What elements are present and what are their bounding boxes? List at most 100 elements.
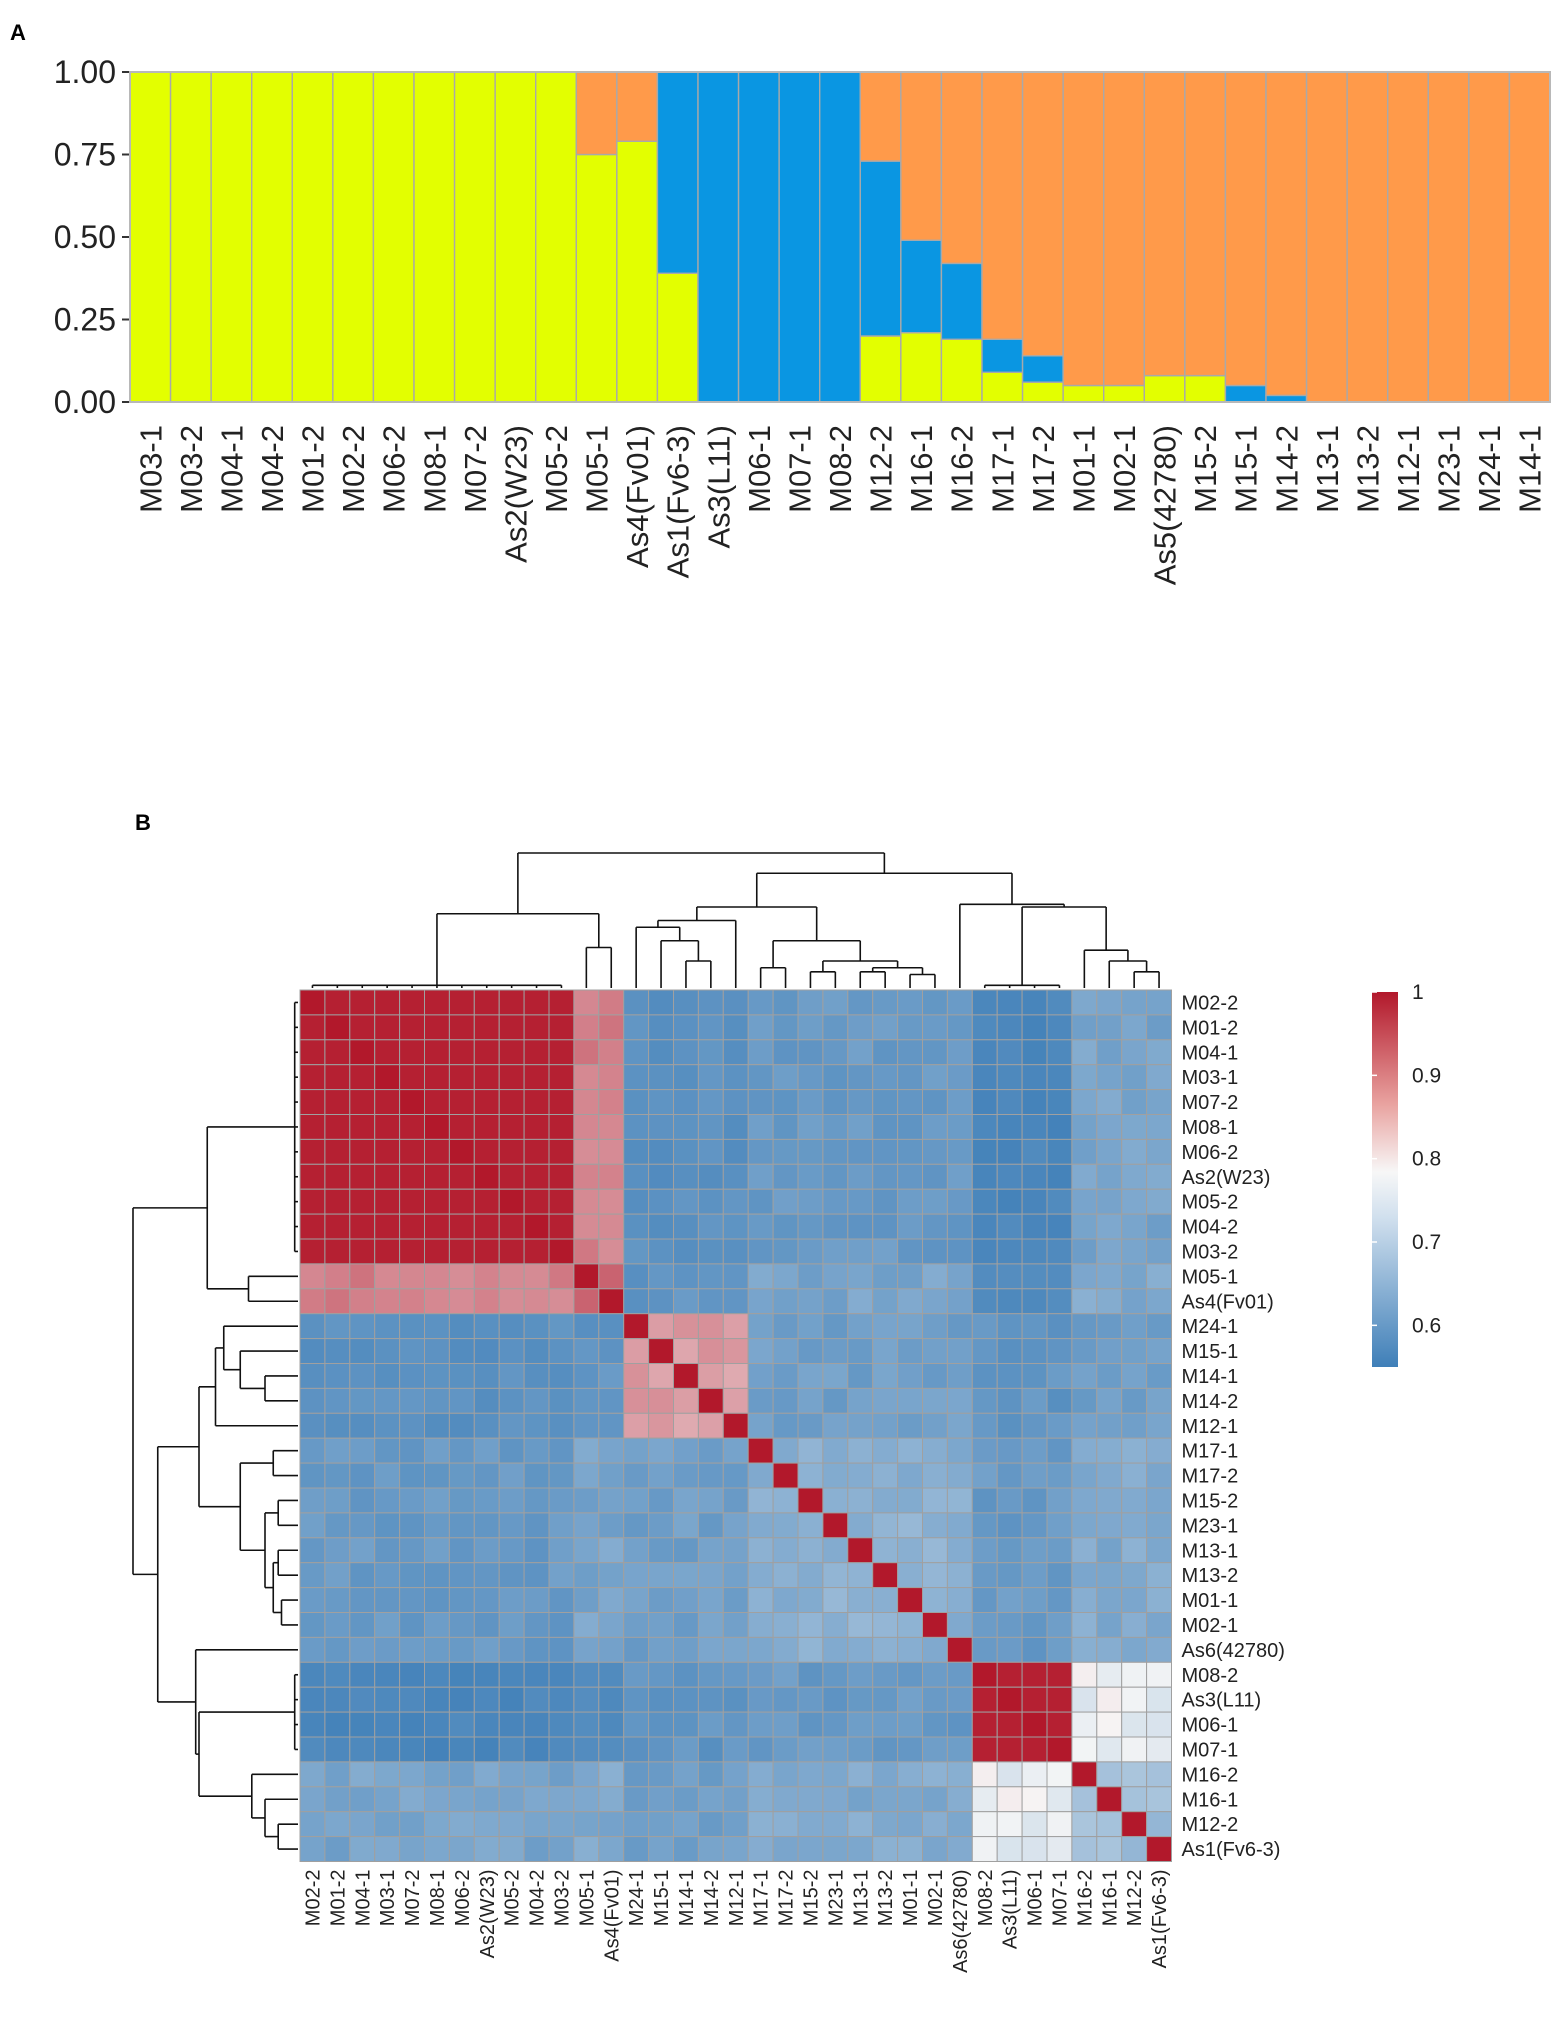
- heatmap-cell: [946, 1014, 973, 1041]
- row-label-m04-2: M04-2: [1182, 1217, 1239, 1239]
- heatmap-cell: [1071, 1636, 1098, 1663]
- heatmap-cell: [897, 1686, 923, 1713]
- heatmap-cell: [872, 1836, 899, 1862]
- heatmap-cell: [424, 1114, 450, 1140]
- heatmap-cell: [598, 1238, 625, 1265]
- heatmap-cell: [448, 1786, 475, 1813]
- heatmap-cell: [1046, 1562, 1073, 1589]
- heatmap-cell: [996, 1612, 1023, 1638]
- heatmap-cell: [1121, 989, 1148, 1016]
- row-label-m03-1: M03-1: [1182, 1067, 1239, 1089]
- heatmap-cell: [1071, 1836, 1098, 1862]
- y-tick-label: 0.50: [54, 219, 116, 255]
- heatmap-cell: [573, 1213, 600, 1240]
- heatmap-cell: [299, 1636, 326, 1663]
- heatmap-cell: [598, 1587, 625, 1613]
- col-label-m04-1: M04-1: [352, 1870, 374, 1927]
- heatmap-cell: [1146, 1014, 1172, 1041]
- heatmap-cell: [573, 1661, 600, 1688]
- heatmap-cell: [573, 1363, 600, 1389]
- bar-segment-as5-42780-cluster-yellow: [1143, 374, 1186, 403]
- x-tick-label-m05-1: M05-1: [580, 425, 615, 513]
- heatmap-cell: [847, 1163, 874, 1190]
- heatmap-cell: [648, 1836, 674, 1862]
- heatmap-cell: [598, 1811, 625, 1838]
- heatmap-cell: [897, 1188, 923, 1215]
- heatmap-cell: [648, 1064, 674, 1091]
- heatmap-cell: [946, 1039, 973, 1066]
- heatmap-cell: [1096, 1363, 1123, 1389]
- heatmap-cell: [374, 989, 401, 1016]
- heatmap-cell: [1096, 1039, 1123, 1066]
- heatmap-cell: [299, 1437, 326, 1464]
- heatmap-cell: [1021, 1163, 1048, 1190]
- heatmap-cell: [399, 1238, 426, 1265]
- heatmap-cell: [1046, 1213, 1073, 1240]
- col-label-m01-2: M01-2: [327, 1870, 349, 1927]
- heatmap-cell: [523, 1238, 550, 1265]
- heatmap-cell: [797, 1761, 824, 1788]
- heatmap-cell: [1096, 1387, 1123, 1414]
- bar-segment-m16-1-cluster-orange: [900, 71, 943, 242]
- heatmap-cell: [897, 1537, 923, 1564]
- heatmap-cell: [971, 1412, 998, 1439]
- heatmap-cell: [822, 1213, 849, 1240]
- heatmap-cell: [922, 1836, 948, 1862]
- heatmap-cell: [548, 1263, 575, 1290]
- heatmap-cell: [872, 1412, 899, 1439]
- heatmap-cell: [424, 1437, 450, 1464]
- heatmap-cell: [1121, 1313, 1148, 1340]
- heatmap-cell: [498, 1163, 525, 1190]
- heatmap-cell: [349, 1313, 376, 1340]
- heatmap-cell: [747, 1387, 774, 1414]
- heatmap-cell: [673, 1711, 699, 1738]
- heatmap-cell: [847, 1786, 874, 1813]
- heatmap-cell: [498, 1313, 525, 1340]
- heatmap-cell: [697, 1064, 724, 1091]
- heatmap-cell: [772, 1437, 799, 1464]
- heatmap-cell: [623, 1114, 650, 1140]
- heatmap-cell: [299, 1089, 326, 1115]
- heatmap-cell: [1021, 1636, 1048, 1663]
- heatmap-cell: [573, 1462, 600, 1489]
- heatmap-cell: [424, 1363, 450, 1389]
- heatmap-cell: [324, 1512, 351, 1539]
- heatmap-cell: [548, 1288, 575, 1315]
- heatmap-cell: [623, 1089, 650, 1115]
- heatmap-cell: [722, 1512, 749, 1539]
- heatmap-cell: [747, 1114, 774, 1140]
- heatmap-cell: [324, 1412, 351, 1439]
- heatmap-cell: [349, 1786, 376, 1813]
- heatmap-cell: [1146, 1612, 1172, 1638]
- heatmap-cell: [573, 1412, 600, 1439]
- heatmap-cell: [548, 1138, 575, 1165]
- heatmap-cell: [1121, 1338, 1148, 1364]
- heatmap-cell: [1121, 1437, 1148, 1464]
- heatmap-cell: [598, 1387, 625, 1414]
- heatmap-cell: [946, 1786, 973, 1813]
- row-label-m01-1: M01-1: [1182, 1590, 1239, 1612]
- heatmap-cell: [822, 1537, 849, 1564]
- heatmap-cell: [673, 1587, 699, 1613]
- heatmap-cell: [548, 1039, 575, 1066]
- heatmap-cell: [1121, 1562, 1148, 1589]
- heatmap-cell: [847, 1836, 874, 1862]
- heatmap-cell: [1021, 1138, 1048, 1165]
- heatmap-cell: [722, 1636, 749, 1663]
- heatmap-cell: [772, 1387, 799, 1414]
- heatmap-cell: [498, 1636, 525, 1663]
- heatmap-cell: [648, 1437, 674, 1464]
- heatmap-cell: [573, 1811, 600, 1838]
- bar-segment-m07-2-cluster-yellow: [453, 71, 496, 403]
- col-label-m05-1: M05-1: [576, 1870, 598, 1927]
- heatmap-cell: [399, 989, 426, 1016]
- heatmap-cell: [673, 1437, 699, 1464]
- heatmap-cell: [299, 1288, 326, 1315]
- x-tick-label-m03-1: M03-1: [133, 425, 168, 513]
- heatmap-cell: [722, 1786, 749, 1813]
- row-label-m08-1: M08-1: [1182, 1117, 1239, 1139]
- row-label-m02-2: M02-2: [1182, 992, 1239, 1014]
- heatmap-cell: [1021, 1188, 1048, 1215]
- heatmap-cell: [822, 1014, 849, 1041]
- heatmap-cell: [872, 1238, 899, 1265]
